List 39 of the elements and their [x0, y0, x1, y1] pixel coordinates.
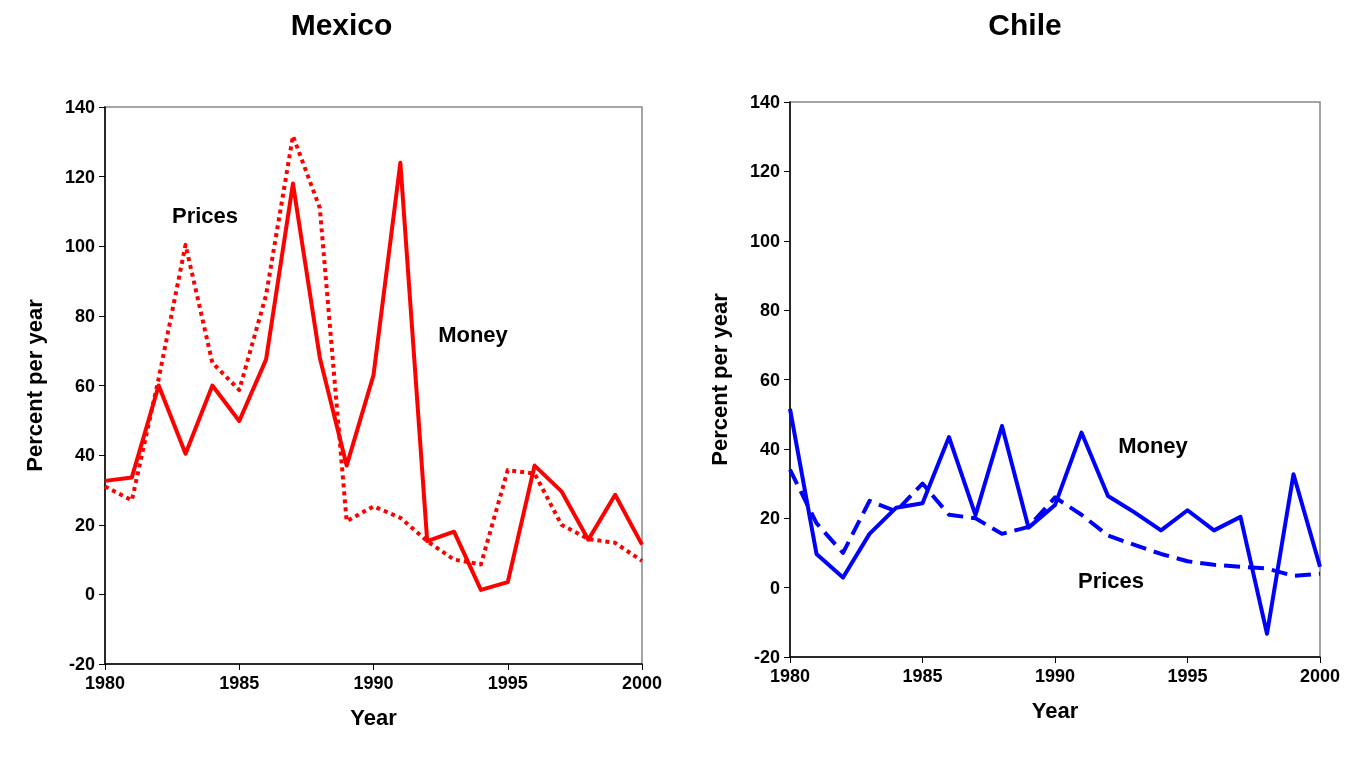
- x-axis-title: Year: [1031, 697, 1079, 723]
- y-tick-label: 20: [759, 508, 780, 529]
- annotation: Prices: [1077, 567, 1145, 593]
- x-tick-label: 1980: [84, 673, 126, 693]
- annotation: Money: [438, 321, 509, 347]
- x-tick-label: 1985: [902, 666, 943, 686]
- y-tick-label: 40: [759, 438, 780, 459]
- x-tick-label: 1995: [1167, 666, 1208, 686]
- x-tick-label: 1985: [219, 673, 260, 693]
- annotation: Money: [1118, 432, 1189, 458]
- x-tick-label: 2000: [621, 673, 663, 693]
- y-tick-label: 20: [74, 514, 95, 535]
- y-tick-label: 60: [759, 369, 780, 390]
- y-tick-label: 140: [64, 97, 95, 117]
- y-tick-label: 140: [749, 92, 780, 112]
- x-tick-label: 1990: [353, 673, 394, 693]
- y-axis-title: Percent per year: [21, 298, 47, 472]
- line-series: [788, 406, 1322, 636]
- annotation: Prices: [171, 202, 239, 228]
- y-tick-label: 40: [74, 445, 95, 466]
- chart-title: Chile: [988, 7, 1062, 41]
- y-tick-label: 100: [749, 230, 780, 251]
- y-tick-label: 0: [84, 584, 95, 605]
- y-tick-label: 100: [64, 236, 95, 257]
- x-tick-label: 1990: [1034, 666, 1076, 686]
- y-tick-label: 60: [74, 375, 95, 396]
- y-axis-title: Percent per year: [706, 292, 732, 466]
- y-tick-label: -20: [753, 647, 780, 667]
- chart-title: Mexico: [290, 7, 393, 41]
- y-tick-label: -20: [68, 654, 95, 674]
- x-tick-label: 2000: [1299, 666, 1341, 686]
- y-tick-label: 0: [769, 577, 780, 598]
- y-tick-label: 80: [759, 300, 780, 321]
- y-tick-label: 120: [64, 166, 95, 187]
- x-tick-label: 1995: [487, 673, 528, 693]
- x-axis-title: Year: [350, 704, 398, 730]
- y-tick-label: 120: [749, 161, 780, 182]
- x-tick-label: 1980: [769, 666, 811, 686]
- y-tick-label: 80: [74, 305, 95, 326]
